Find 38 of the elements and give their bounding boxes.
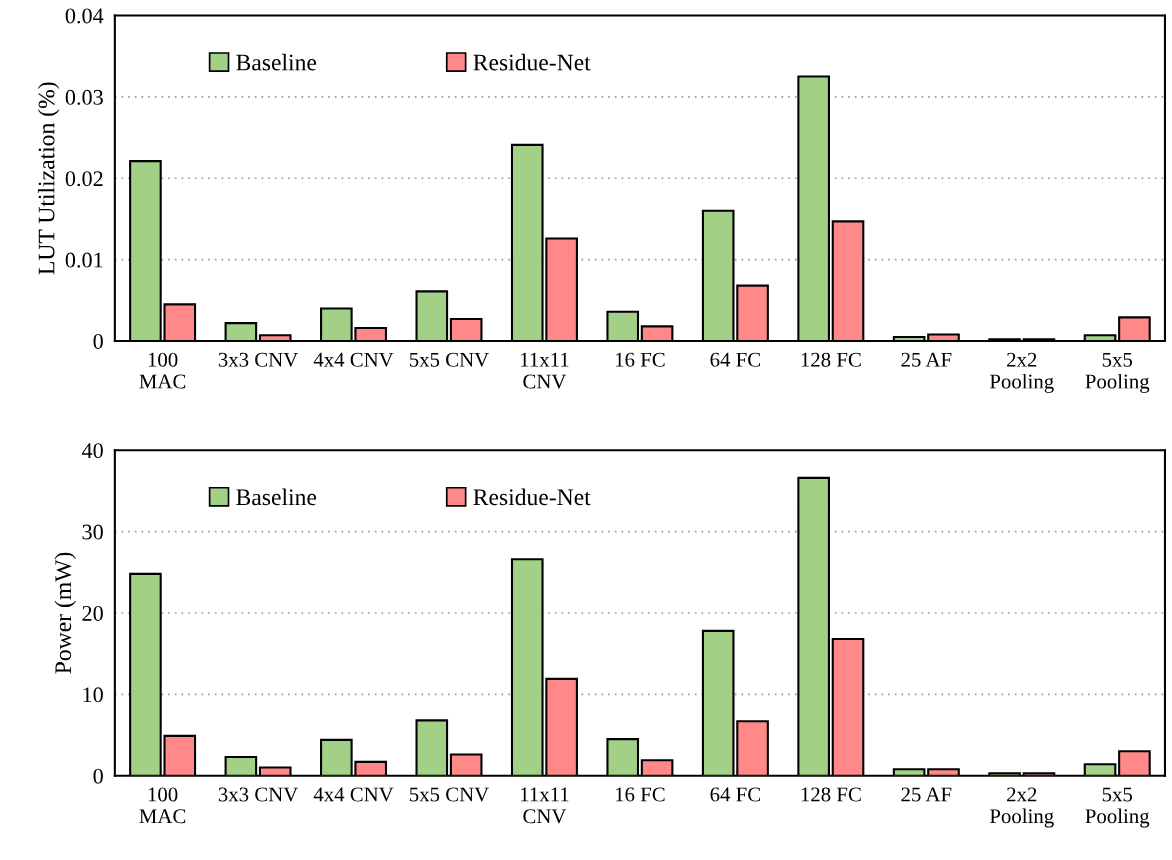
- x-tick-label: 2x2 Pooling: [989, 352, 1054, 393]
- x-tick-label: 5x5 CNV: [409, 787, 489, 802]
- x-tick-label: 3x3 CNV: [218, 352, 299, 367]
- y-tick-label: 0: [93, 333, 103, 349]
- x-tick-label: 5x5 CNV: [409, 352, 489, 367]
- y-tick-label: 0.01: [65, 252, 103, 268]
- x-tick-label: 11x11 CNV: [521, 787, 569, 824]
- y-tick-label: 0.04: [65, 8, 104, 24]
- x-tick-label: 64 FC: [710, 352, 760, 367]
- x-tick-label: 25 AF: [901, 352, 952, 367]
- x-tick-label: 11x11 CNV: [521, 352, 569, 389]
- x-tick-label: 2x2 Pooling: [989, 787, 1054, 828]
- x-tick-label: 4x4 CNV: [313, 352, 394, 367]
- legend-label: Baseline: [236, 488, 317, 506]
- legend-label: Baseline: [236, 53, 317, 71]
- x-tick-label: 5x5 Pooling: [1085, 352, 1150, 393]
- y-tick-label: 10: [83, 687, 103, 703]
- x-tick-label: 64 FC: [710, 787, 760, 802]
- x-tick-label: 5x5 Pooling: [1085, 787, 1150, 828]
- y-axis-title: LUT Utilization (%): [37, 82, 60, 275]
- x-tick-label: 128 FC: [801, 787, 861, 802]
- legend-label: Residue-Net: [473, 488, 591, 506]
- x-tick-label: 4x4 CNV: [313, 787, 394, 802]
- y-tick-label: 0: [93, 768, 103, 784]
- y-tick-label: 0.03: [65, 89, 103, 105]
- y-tick-label: 0.02: [65, 171, 103, 187]
- y-axis-title: Power (mW): [54, 552, 76, 674]
- y-tick-label: 30: [82, 524, 103, 540]
- y-tick-label: 40: [81, 443, 103, 459]
- x-tick-label: 100 MAC: [139, 787, 186, 824]
- x-tick-label: 128 FC: [801, 352, 861, 367]
- x-tick-label: 25 AF: [901, 787, 952, 802]
- x-tick-label: 3x3 CNV: [218, 787, 299, 802]
- x-tick-label: 16 FC: [615, 352, 665, 367]
- x-tick-label: 100 MAC: [139, 352, 186, 389]
- x-tick-label: 16 FC: [615, 787, 665, 802]
- y-tick-label: 20: [82, 605, 103, 621]
- legend-label: Residue-Net: [473, 53, 591, 71]
